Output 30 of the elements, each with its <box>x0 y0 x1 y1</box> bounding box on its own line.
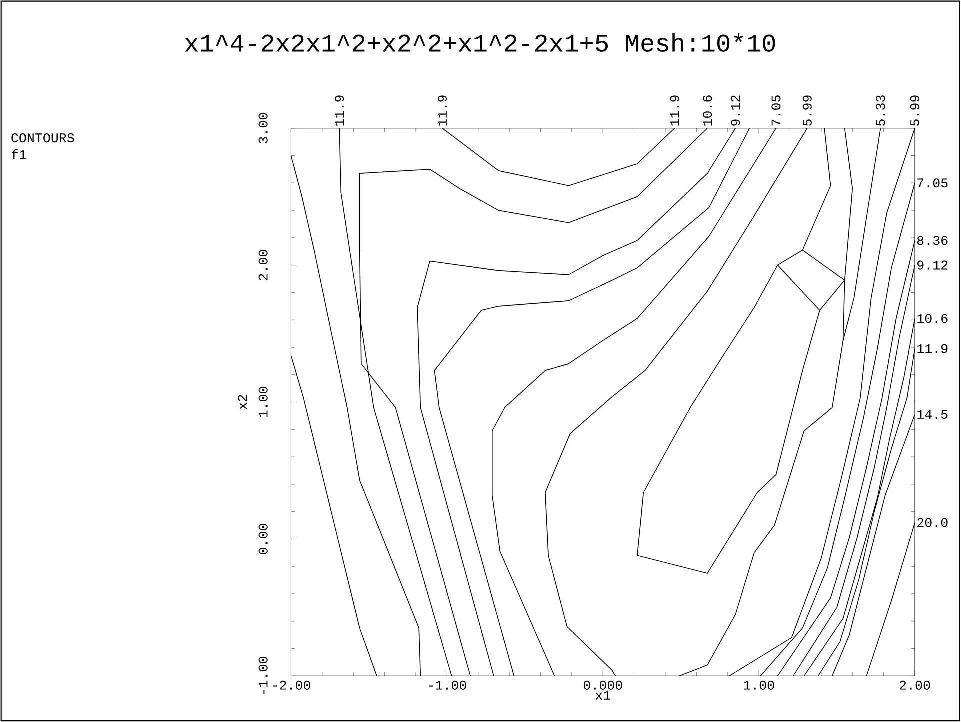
annotation: 5.33 <box>876 95 886 126</box>
annotation: 7.05 <box>918 178 948 188</box>
text: CONTOURS <box>12 133 74 142</box>
text: f1 <box>12 149 26 159</box>
annotation: 10.6 <box>918 314 948 324</box>
annotation: 11.9 <box>918 344 948 354</box>
annotation: 11.9 <box>670 96 680 126</box>
annotation: 7.05 <box>772 95 781 126</box>
x-tick-label: 0.000 <box>584 680 622 690</box>
y-tick-label: 1.00 <box>258 386 268 418</box>
y-tick-label: 0.00 <box>258 524 268 554</box>
annotation: 9.12 <box>731 96 740 126</box>
annotation: 8.36 <box>917 236 948 245</box>
x-tick-label: 2.00 <box>900 680 930 690</box>
x-tick-label: -1.00 <box>429 680 466 690</box>
annotation: 20.0 <box>918 518 948 528</box>
annotation: 5.99 <box>910 96 920 126</box>
chart-title: x1^4-2x2x1^2+x2^2+x1^2-2x1+5 Mesh:10*10 <box>185 33 776 52</box>
x-tick-label: -2.00 <box>273 680 310 690</box>
annotation: 11.9 <box>438 96 448 126</box>
y-axis-title: x2 <box>238 395 247 410</box>
y-tick-label: 3.00 <box>258 112 268 144</box>
x-tick-label: 1.00 <box>744 680 774 690</box>
annotation: 11.9 <box>335 96 344 126</box>
x-axis-title: x1 <box>596 690 610 700</box>
annotation: 10.6 <box>703 95 712 126</box>
annotation: 9.12 <box>918 260 948 270</box>
annotation: 5.99 <box>802 96 812 126</box>
y-tick-label: 2.00 <box>258 250 268 280</box>
annotation: 14.5 <box>918 410 948 419</box>
